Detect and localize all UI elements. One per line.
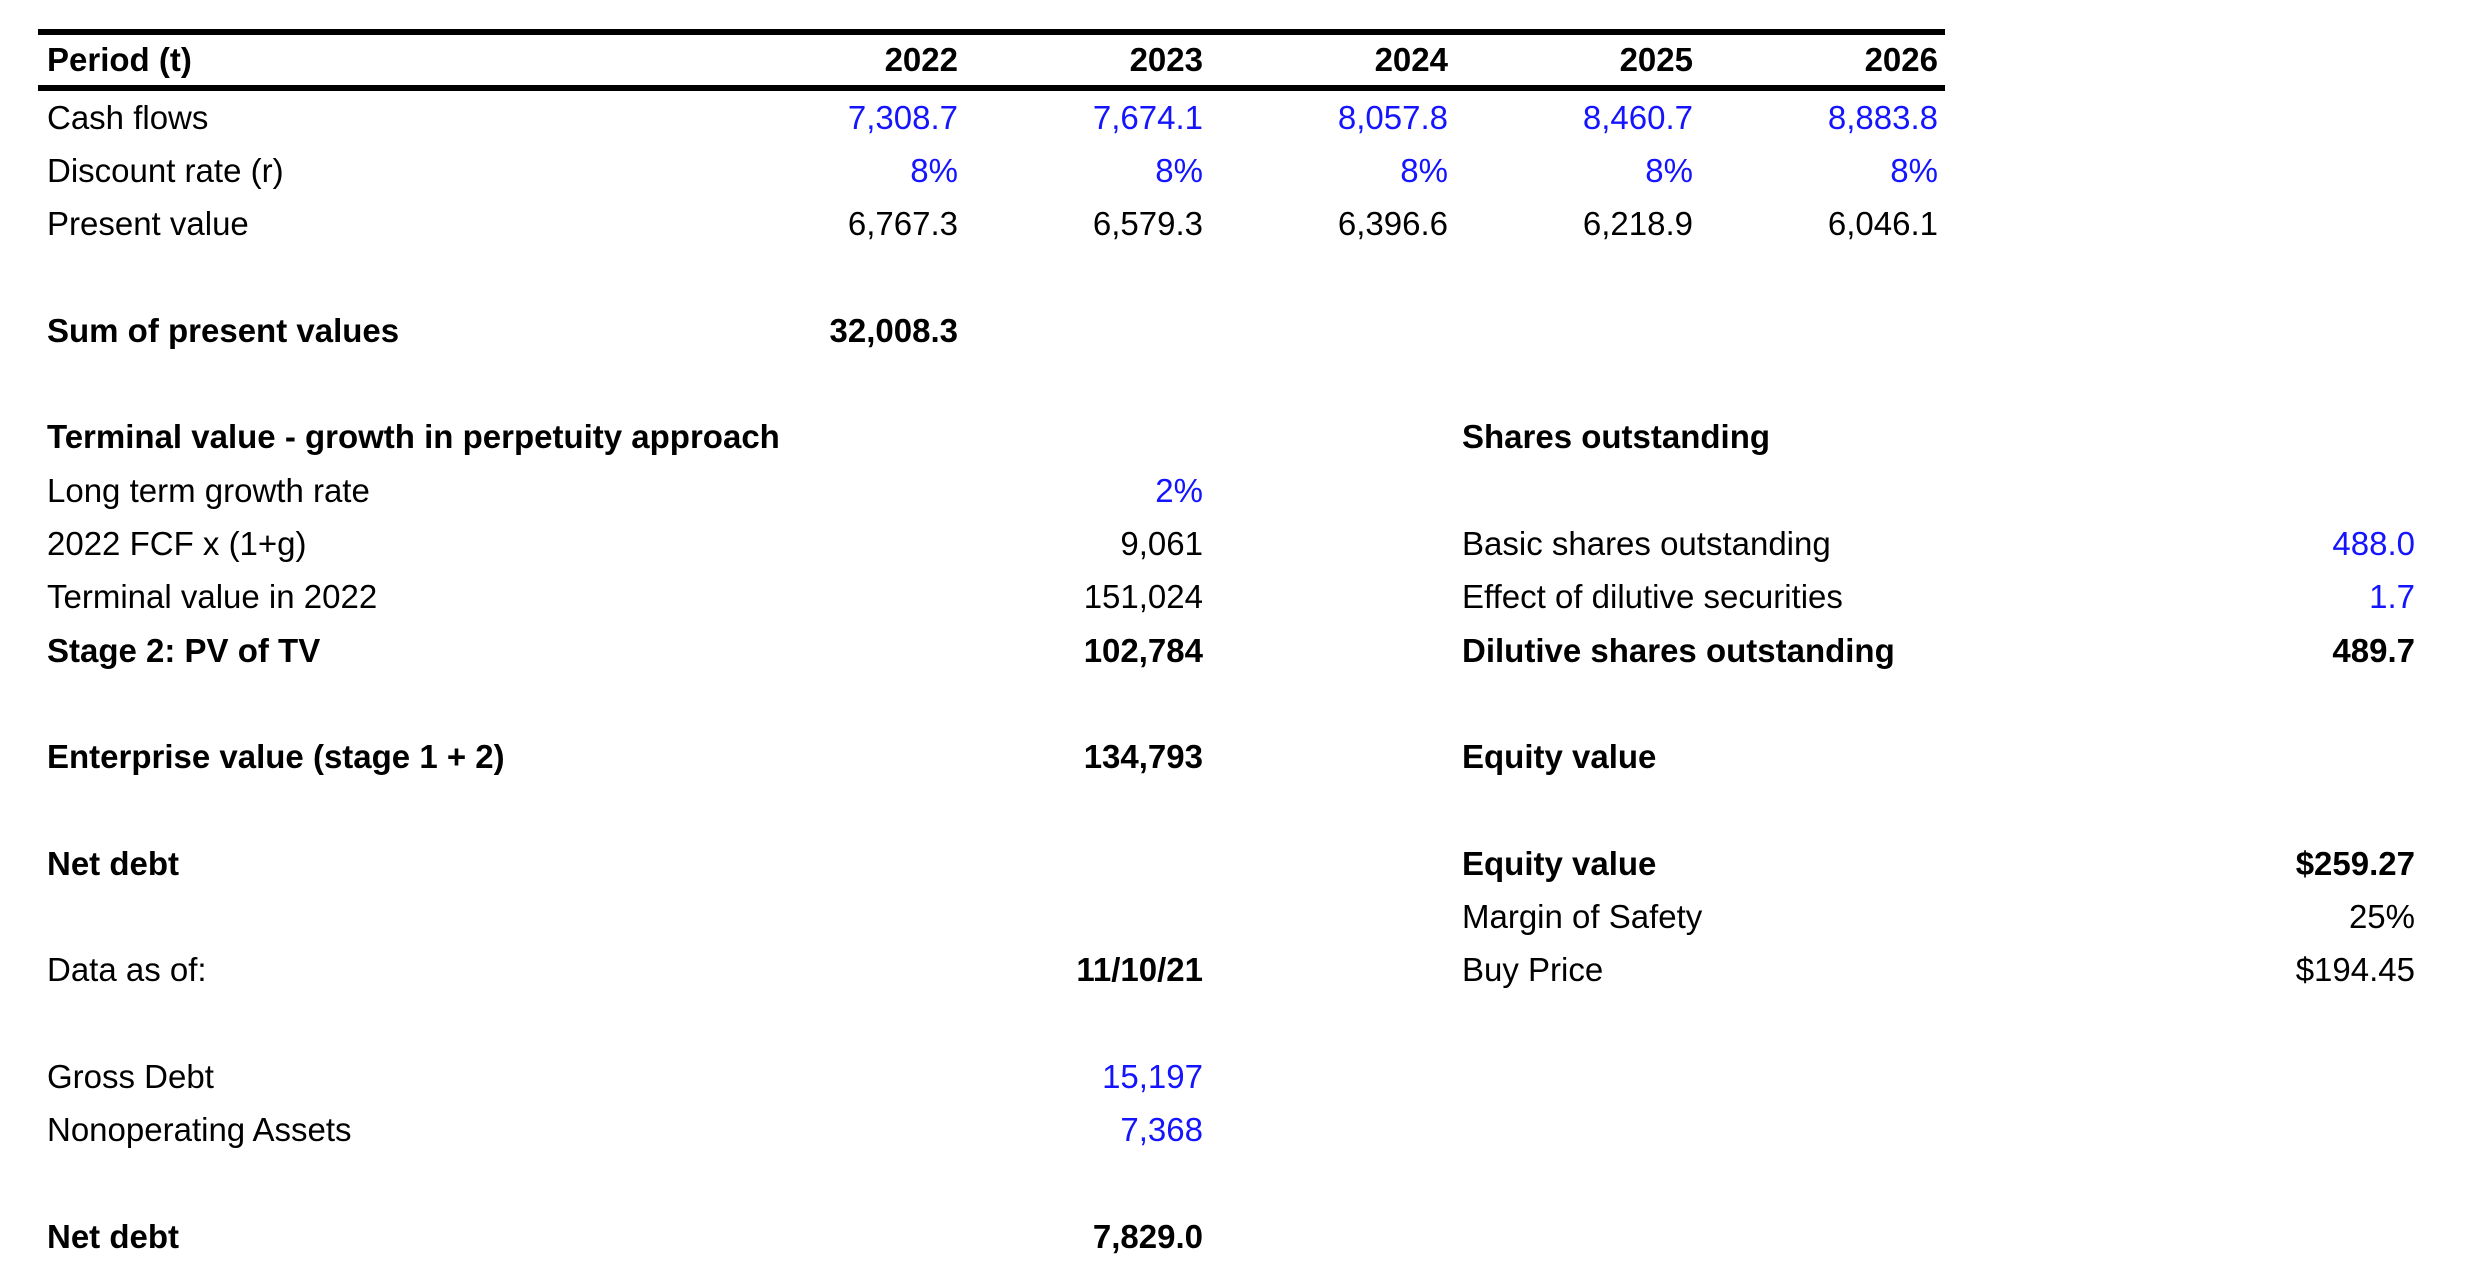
nonoperating-assets-value[interactable]: 7,368 [1120,1111,1203,1149]
year-header-2026: 2026 [1864,41,1938,78]
dilutive-shares-row: Dilutive shares outstanding 489.7 [1462,624,2415,677]
year-header-2022: 2022 [884,41,958,78]
long-term-growth-rate-value[interactable]: 2% [1155,471,1203,509]
shares-outstanding-title-row: Shares outstanding [1462,411,2415,464]
net-debt-title-row: Net debt [38,837,1945,890]
spacer-row [38,997,1945,1050]
discount-rate-label: Discount rate (r) [47,151,284,189]
terminal-value-2022-row: Terminal value in 2022 151,024 [38,571,1945,624]
data-as-of-row: Data as of: 11/10/21 [38,944,1945,997]
net-debt-total-label: Net debt [47,1217,179,1255]
stage2-pv-of-tv-value: 102,784 [1083,631,1203,669]
year-header-2024: 2024 [1374,41,1448,78]
cash-flows-value-2023[interactable]: 7,674.1 [1092,98,1203,136]
equity-value-title: Equity value [1462,738,1657,776]
margin-of-safety-label: Margin of Safety [1462,898,1703,936]
spacer-row [1462,464,2415,517]
net-debt-title: Net debt [47,844,179,882]
gross-debt-row: Gross Debt 15,197 [38,1050,1945,1103]
long-term-growth-rate-row: Long term growth rate 2% [38,464,1945,517]
equity-value-row: Equity value $259.27 [1462,837,2415,890]
fcf-times-growth-label: 2022 FCF x (1+g) [47,525,307,563]
spacer-row [38,251,1945,304]
net-debt-total-value: 7,829.0 [1092,1217,1203,1255]
year-header-2023: 2023 [1129,41,1203,78]
spacer-row [1462,784,2415,837]
stage2-pv-of-tv-label: Stage 2: PV of TV [47,631,321,669]
basic-shares-value[interactable]: 488.0 [2332,525,2415,563]
terminal-value-title-row: Terminal value - growth in perpetuity ap… [38,411,1945,464]
dilutive-effect-value[interactable]: 1.7 [2369,578,2415,616]
nonoperating-assets-label: Nonoperating Assets [47,1111,352,1149]
present-value-2025: 6,218.9 [1582,205,1693,243]
sum-of-present-values-value: 32,008.3 [829,311,958,349]
stage2-pv-of-tv-row: Stage 2: PV of TV 102,784 [38,624,1945,677]
present-value-2022: 6,767.3 [847,205,958,243]
terminal-value-title: Terminal value - growth in perpetuity ap… [47,418,780,456]
present-value-2024: 6,396.6 [1337,205,1448,243]
gross-debt-value[interactable]: 15,197 [1102,1057,1203,1095]
enterprise-value-value: 134,793 [1083,738,1203,776]
shares-and-equity-block: Shares outstanding Basic shares outstand… [1462,411,2415,997]
dilutive-shares-value: 489.7 [2332,631,2415,669]
discount-rate-row: Discount rate (r) 8% 8% 8% 8% 8% [38,144,1945,197]
enterprise-value-label: Enterprise value (stage 1 + 2) [47,738,505,776]
cash-flows-value-2025[interactable]: 8,460.7 [1582,98,1693,136]
equity-value-value: $259.27 [2295,844,2415,882]
equity-value-title-row: Equity value [1462,731,2415,784]
buy-price-value: $194.45 [2295,951,2415,989]
terminal-value-2022-label: Terminal value in 2022 [47,578,378,616]
period-header-row: Period (t) 2022 2023 2024 2025 2026 [38,35,1945,91]
cash-flows-value-2024[interactable]: 8,057.8 [1337,98,1448,136]
basic-shares-row: Basic shares outstanding 488.0 [1462,517,2415,570]
present-value-2026: 6,046.1 [1827,205,1938,243]
spacer-row [38,1157,1945,1210]
sum-of-present-values-row: Sum of present values 32,008.3 [38,304,1945,357]
long-term-growth-rate-label: Long term growth rate [47,471,370,509]
margin-of-safety-value: 25% [2348,898,2415,936]
fcf-times-growth-row: 2022 FCF x (1+g) 9,061 [38,517,1945,570]
margin-of-safety-row: Margin of Safety 25% [1462,890,2415,943]
data-as-of-value: 11/10/21 [1076,951,1203,989]
enterprise-value-row: Enterprise value (stage 1 + 2) 134,793 [38,731,1945,784]
cash-flows-value-2026[interactable]: 8,883.8 [1827,98,1938,136]
cash-flows-value-2022[interactable]: 7,308.7 [847,98,958,136]
sum-of-present-values-label: Sum of present values [47,311,400,349]
nonoperating-assets-row: Nonoperating Assets 7,368 [38,1104,1945,1157]
discount-rate-value-2024[interactable]: 8% [1400,151,1448,189]
dilutive-effect-row: Effect of dilutive securities 1.7 [1462,571,2415,624]
present-value-label: Present value [47,205,249,243]
dilutive-shares-label: Dilutive shares outstanding [1462,631,1895,669]
basic-shares-label: Basic shares outstanding [1462,525,1831,563]
dcf-table: Period (t) 2022 2023 2024 2025 2026 Cash… [38,29,1945,1264]
year-header-2025: 2025 [1619,41,1693,78]
buy-price-row: Buy Price $194.45 [1462,944,2415,997]
present-value-2023: 6,579.3 [1092,205,1203,243]
shares-outstanding-title: Shares outstanding [1462,418,1771,456]
net-debt-total-row: Net debt 7,829.0 [38,1210,1945,1263]
equity-value-label: Equity value [1462,844,1657,882]
data-as-of-label: Data as of: [47,951,207,989]
spacer-row [1462,677,2415,730]
cash-flows-row: Cash flows 7,308.7 7,674.1 8,057.8 8,460… [38,91,1945,144]
discount-rate-value-2025[interactable]: 8% [1645,151,1693,189]
discount-rate-value-2023[interactable]: 8% [1155,151,1203,189]
period-header-label: Period (t) [47,41,192,78]
buy-price-label: Buy Price [1462,951,1604,989]
dilutive-effect-label: Effect of dilutive securities [1462,578,1843,616]
fcf-times-growth-value: 9,061 [1120,525,1203,563]
terminal-value-2022-value: 151,024 [1083,578,1203,616]
discount-rate-value-2026[interactable]: 8% [1890,151,1938,189]
present-value-row: Present value 6,767.3 6,579.3 6,396.6 6,… [38,198,1945,251]
cash-flows-label: Cash flows [47,98,209,136]
gross-debt-label: Gross Debt [47,1057,214,1095]
spacer-row [38,357,1945,410]
discount-rate-value-2022[interactable]: 8% [910,151,958,189]
